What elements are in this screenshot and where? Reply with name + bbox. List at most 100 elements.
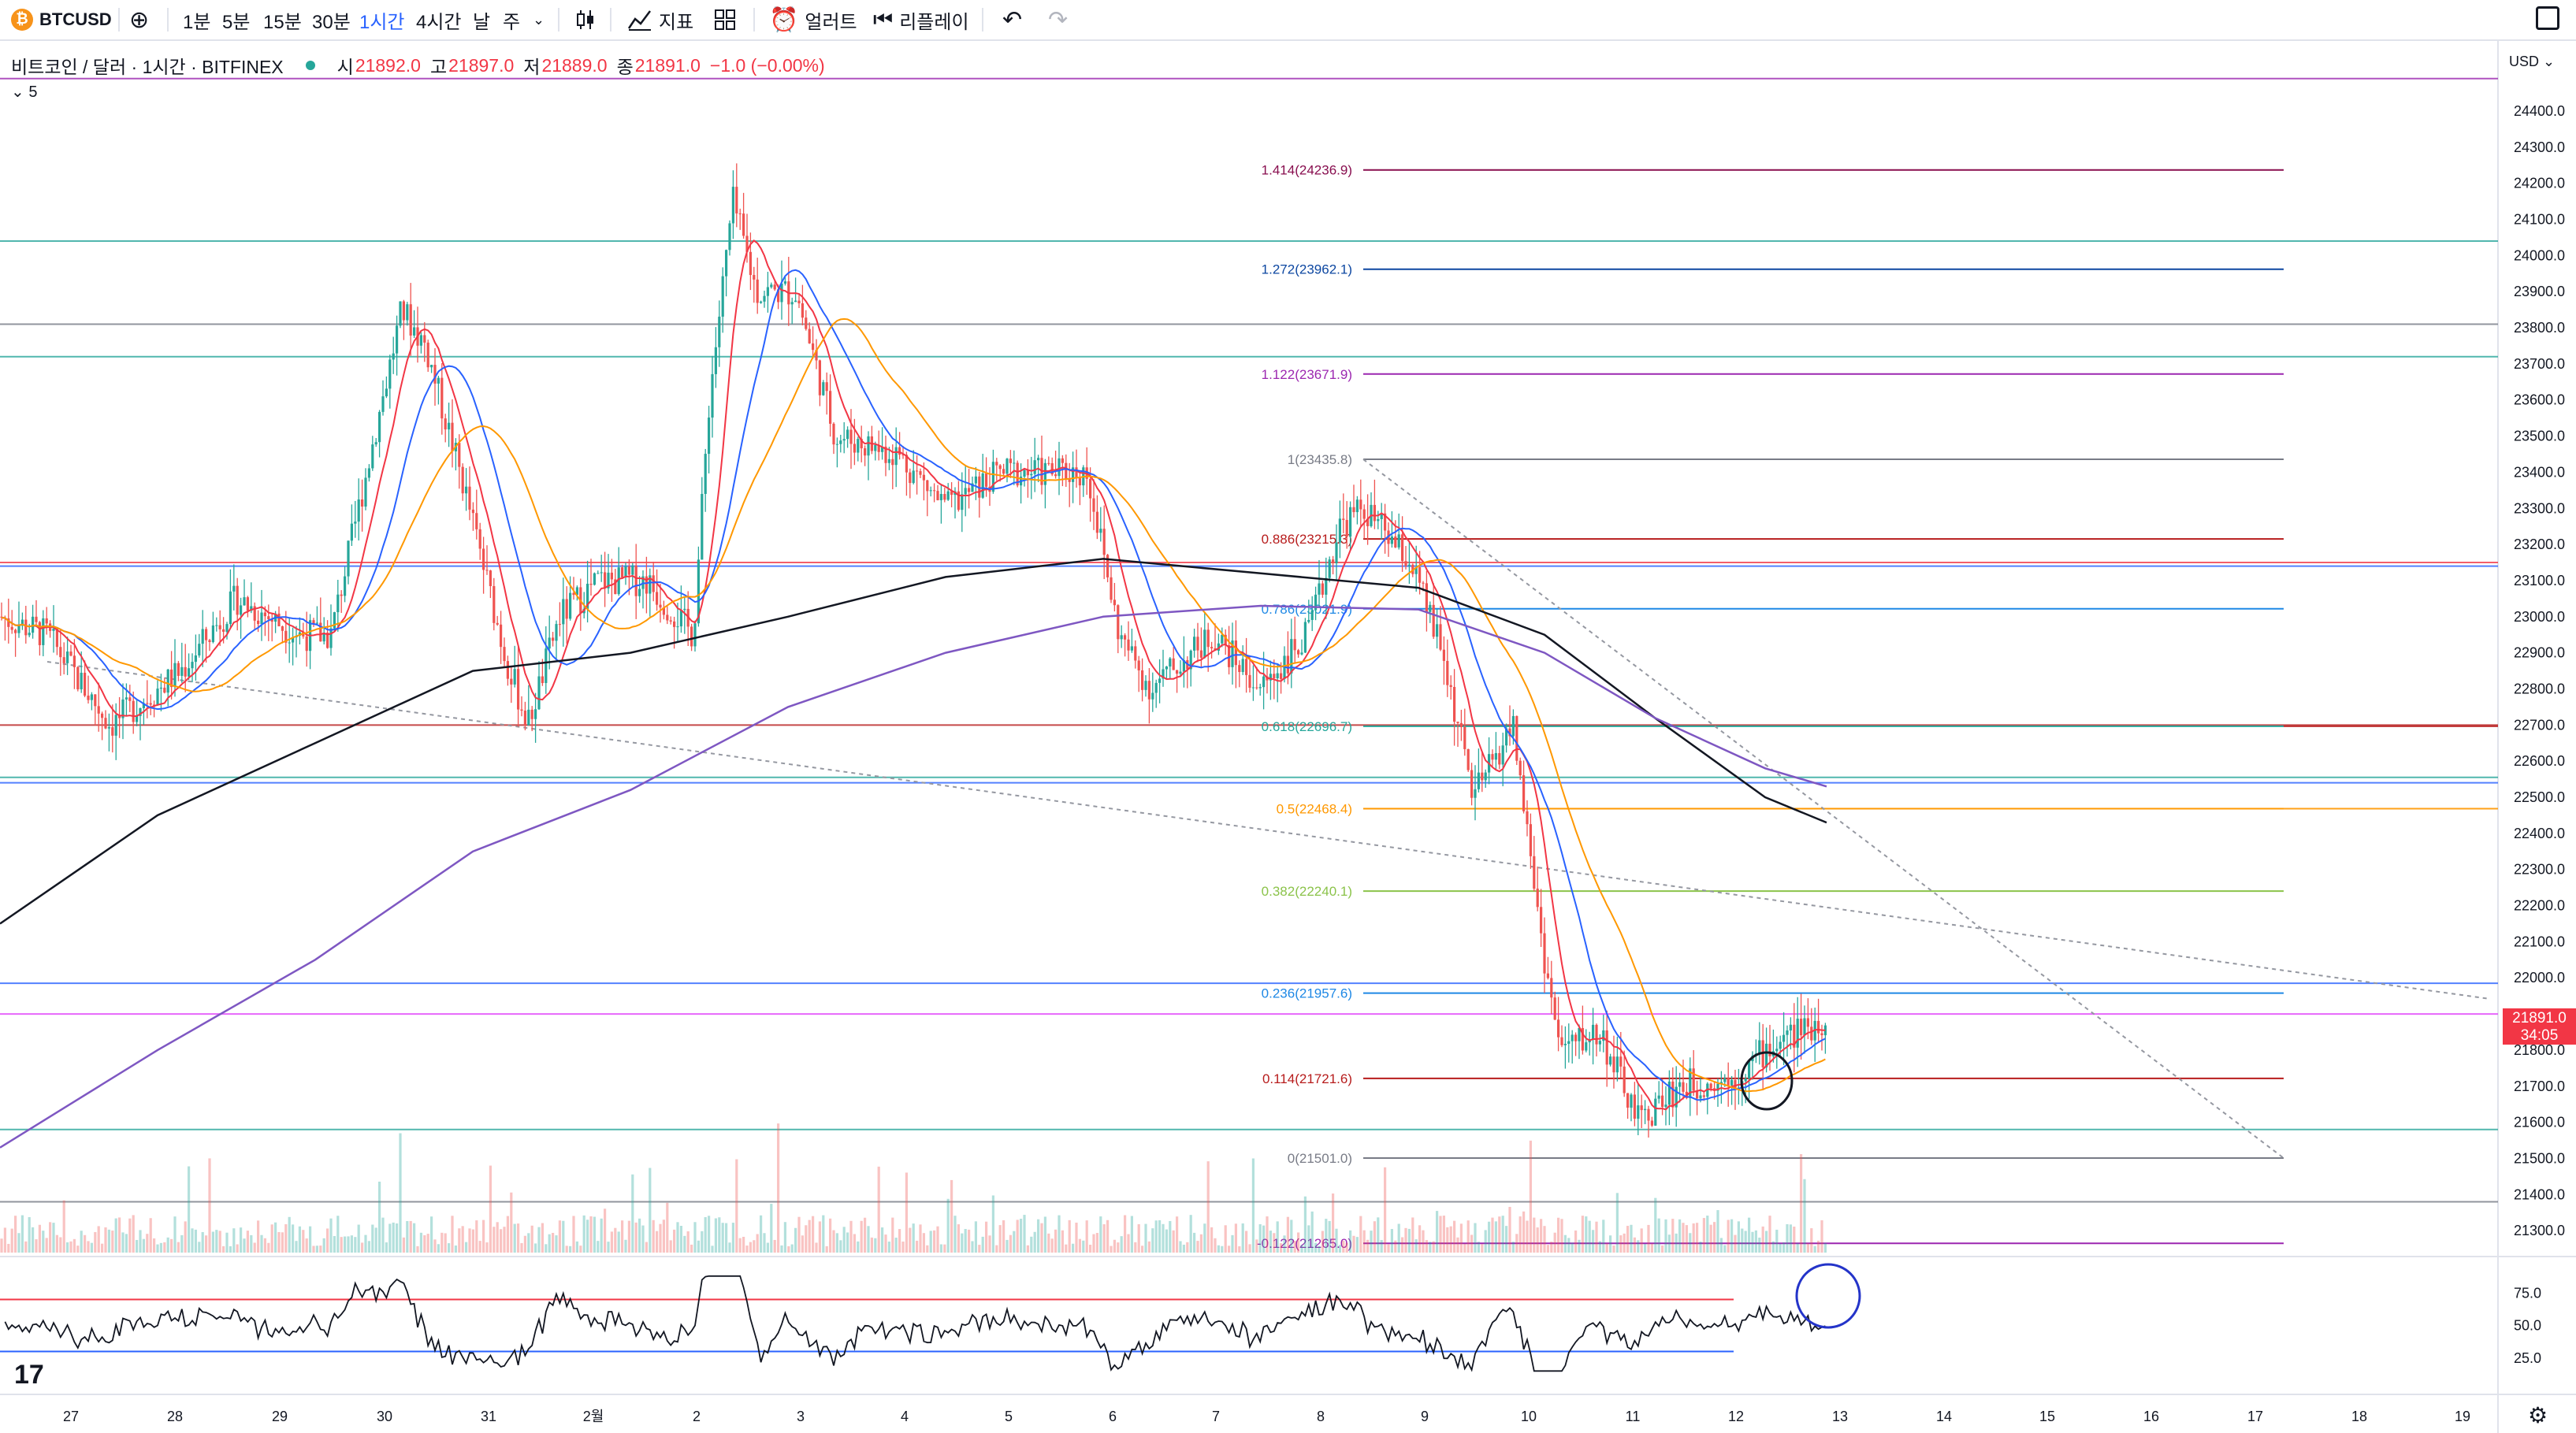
indicators-button[interactable]: 지표: [627, 0, 693, 39]
volume-bar: [1182, 1244, 1185, 1253]
candle-body: [1158, 678, 1162, 683]
volume-bar: [1089, 1244, 1092, 1253]
candle-body: [1796, 1019, 1799, 1048]
candle-body: [1058, 458, 1061, 477]
volume-bar: [704, 1216, 707, 1253]
volume-bar: [1047, 1233, 1050, 1253]
candle-body: [1592, 1024, 1595, 1040]
volume-bar: [396, 1223, 399, 1253]
volume-bar: [1262, 1225, 1266, 1253]
candle-body: [1494, 753, 1497, 760]
candle-body: [1231, 640, 1234, 667]
candle-body: [1744, 1078, 1747, 1082]
candle-body: [312, 620, 315, 624]
volume-bar: [662, 1220, 665, 1253]
volume-bar: [1650, 1243, 1653, 1253]
volume-bar: [1546, 1245, 1549, 1253]
time-tick-label: 2월: [583, 1409, 604, 1424]
volume-bar: [1169, 1220, 1172, 1253]
volume-bar: [253, 1242, 256, 1253]
volume-bar: [1758, 1237, 1761, 1253]
candle-body: [1397, 534, 1400, 548]
time-tick-label: 29: [272, 1409, 288, 1424]
volume-bar: [7, 1243, 10, 1253]
volume-bar: [128, 1218, 132, 1253]
fullscreen-icon[interactable]: [2536, 6, 2559, 30]
interval-day[interactable]: 날: [473, 11, 491, 33]
volume-bar: [1615, 1193, 1619, 1253]
currency-label: USD ⌄: [2509, 54, 2555, 69]
time-tick-label: 17: [2247, 1409, 2263, 1424]
interval-15m[interactable]: 15분: [263, 11, 302, 33]
time-tick-label: 14: [1936, 1409, 1952, 1424]
chart-type-button[interactable]: [574, 0, 597, 39]
candle-body: [1439, 624, 1442, 650]
interval-week[interactable]: 주: [503, 11, 521, 33]
collapse-legend-button[interactable]: ⌄ 5: [11, 82, 37, 102]
toolbar-divider: [558, 8, 559, 32]
chart-canvas[interactable]: USD ⌄ 24400.0 24300.0 24200.0 24100.0 24000.0…: [0, 41, 2576, 1433]
candle-body: [1217, 643, 1220, 651]
volume-bar: [288, 1216, 291, 1253]
candle-body: [1332, 559, 1335, 564]
toolbar-divider: [118, 8, 120, 32]
layouts-button[interactable]: [714, 0, 736, 39]
volume-bar: [523, 1235, 526, 1253]
volume-bar: [1612, 1246, 1615, 1253]
replay-button[interactable]: ⏮ 리플레이: [873, 0, 969, 39]
candle-body: [1543, 933, 1546, 974]
volume-bar: [1165, 1229, 1168, 1253]
volume-bar: [614, 1227, 617, 1253]
candle-body: [371, 444, 374, 469]
volume-bar: [968, 1229, 971, 1253]
candle-body: [805, 317, 808, 329]
volume-bar: [548, 1234, 551, 1253]
tradingview-logo[interactable]: 17: [14, 1360, 44, 1390]
volume-bar: [454, 1246, 457, 1253]
interval-5m[interactable]: 5분: [222, 11, 251, 33]
candle-body: [136, 715, 139, 722]
candle-body: [801, 303, 804, 318]
candle-body: [631, 565, 634, 575]
interval-30m[interactable]: 30분: [312, 11, 351, 33]
candle-body: [1657, 1095, 1660, 1099]
candle-body: [1089, 478, 1092, 499]
candle-body: [1293, 639, 1296, 651]
volume-bar: [1623, 1233, 1626, 1253]
candle-body: [933, 490, 936, 492]
alert-button[interactable]: ⏰ 얼러트: [769, 0, 857, 39]
symbol-search[interactable]: ₿ BTCUSD: [11, 0, 112, 39]
volume-bar: [132, 1215, 135, 1253]
interval-1m[interactable]: 1분: [183, 11, 211, 33]
compare-add-icon[interactable]: ⊕: [129, 6, 150, 33]
candle-body: [62, 657, 65, 663]
volume-bar: [69, 1241, 72, 1253]
chevron-down-icon[interactable]: ⌄: [533, 11, 545, 28]
candle-body: [1615, 1056, 1619, 1073]
volume-bar: [149, 1218, 152, 1253]
candle-body: [1823, 1025, 1827, 1036]
interval-1h[interactable]: 1시간: [359, 11, 405, 33]
candle-body: [1734, 1079, 1737, 1089]
time-tick-label: 7: [1212, 1409, 1220, 1424]
rsi-tick-label: 75.0: [2514, 1285, 2541, 1301]
chart-title[interactable]: 비트코인 / 달러 · 1시간 · BITFINEX: [11, 57, 284, 77]
price-tick-label: 21800.0: [2514, 1042, 2565, 1058]
candle-body: [426, 342, 429, 368]
candle-body: [180, 666, 184, 676]
undo-icon[interactable]: ↶: [1002, 6, 1023, 33]
candle-body: [437, 377, 440, 384]
volume-bar: [194, 1229, 197, 1253]
candle-body: [745, 236, 749, 252]
volume-bar: [1099, 1216, 1102, 1253]
interval-4h[interactable]: 4시간: [416, 11, 462, 33]
volume-bar: [229, 1246, 232, 1253]
candle-body: [232, 585, 236, 592]
trend-line: [46, 661, 2491, 1000]
volume-bar: [437, 1244, 440, 1253]
gear-icon[interactable]: ⚙: [2528, 1403, 2548, 1427]
candle-body: [575, 587, 578, 596]
candle-body: [718, 316, 721, 347]
time-tick-label: 3: [797, 1409, 805, 1424]
redo-icon[interactable]: ↷: [1048, 6, 1069, 33]
